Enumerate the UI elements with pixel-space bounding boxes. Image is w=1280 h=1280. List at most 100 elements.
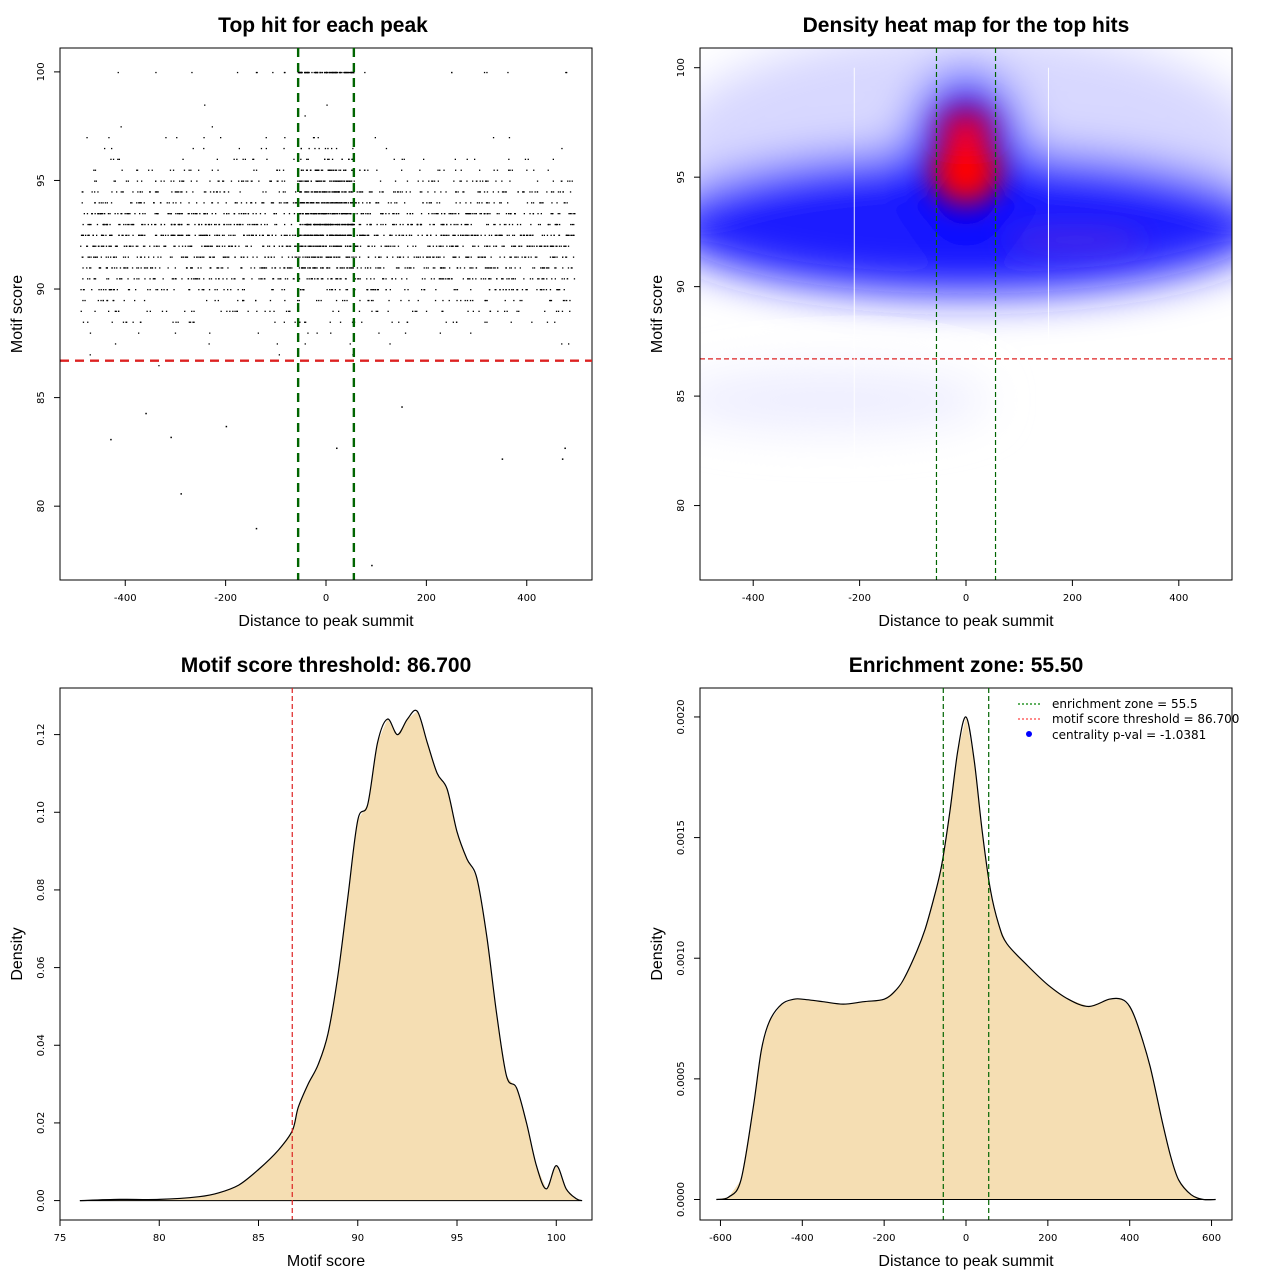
scatter-point [130,223,132,226]
scatter-point [200,267,202,269]
scatter-point [324,202,326,204]
scatter-point [217,202,219,204]
scatter-point [218,234,221,236]
scatter-y-tick-label: 80 [36,500,47,513]
scatter-point [193,256,195,258]
scatter-point [112,289,114,291]
scatter-point [493,245,495,247]
scatter-point [362,213,365,215]
scatter-point [136,202,138,204]
scatter-point [226,223,228,226]
scatter-point [537,223,540,226]
scatter-point [477,234,479,236]
scatter-point [374,256,377,258]
scatter-point [213,256,215,258]
scatter-point [432,245,434,247]
scatter-point [132,234,134,236]
scatter-point [310,234,312,236]
scatter-point [505,289,507,291]
scatter-point [389,234,391,236]
scatter-point [288,213,291,215]
scatter-point [217,169,219,171]
scatter-point [370,299,373,302]
scatter-point [569,213,571,215]
scatter-point [370,223,372,226]
scatter-title: Top hit for each peak [218,14,428,37]
scatter-point [197,256,199,258]
scatter-point [218,245,221,247]
scatter-point [312,256,314,258]
scatter-point [522,191,525,193]
scatter-point [292,234,294,236]
scatter-point [182,256,185,258]
scatter-point [89,278,91,280]
scatter-point [87,321,89,323]
scatter-point [94,169,97,171]
scatter-point [114,245,117,247]
scatter-point [502,289,504,291]
scatter-point [438,202,441,204]
scatter-point [359,256,361,258]
scatter-point [409,191,411,193]
scatter-point [153,202,155,204]
scatter-point [354,202,357,204]
scatter-point [462,278,464,280]
scatter-point [142,234,144,236]
scatter-point [379,191,381,193]
scatter-point [463,234,465,236]
scatter-point [223,213,225,215]
scatter-point [187,213,189,215]
scatter-point [554,278,556,280]
scatter-point [329,169,331,171]
scatter-point [343,213,345,215]
scatter-point [242,158,244,160]
scatter-point [82,321,85,323]
heatmap-panel: Density heat map for the top hits -400 -2… [649,14,1233,630]
scatter-point [283,180,286,182]
scatter-point [158,365,160,367]
scatter-point [300,245,302,247]
scatter-point [571,213,573,215]
scatter-point [485,180,488,182]
scatter-point [385,147,388,150]
scatter-point [114,180,116,182]
scatter-point [300,180,303,182]
scatter-point [356,245,358,247]
scatter-point [327,213,330,215]
scatter-point [519,299,521,302]
scatter-x-tick-label: -200 [214,593,237,604]
scatter-point [153,278,155,280]
scatter-point [275,223,278,226]
scatter-point [302,180,304,182]
scatter-point [190,169,192,171]
scatter-point [236,158,238,160]
scatter-point [350,245,352,247]
scatter-point [110,158,112,160]
scatter-point [547,267,549,269]
scatter-point [114,310,116,312]
scatter-point [551,245,554,247]
scatter-point [285,245,288,247]
scatter-point [110,256,112,258]
scatter-point [132,223,134,226]
scatter-point [195,213,197,215]
scatter-point [182,158,184,160]
scatter-point [310,213,312,215]
scatter-point [307,245,309,247]
scatter-point [423,289,425,291]
scatter-point [216,158,218,160]
scatter-point [505,223,507,226]
scatter-point [441,213,443,215]
scatter-point [217,245,219,247]
scatter-point [301,213,303,215]
scatter-point [208,223,211,226]
scatter-point [558,245,561,247]
score-density-y-tick-label: 0.12 [36,723,47,745]
scatter-point [420,223,423,226]
scatter-point [350,267,352,269]
scatter-point [509,256,511,258]
scatter-point [369,267,372,269]
scatter-point [339,169,342,171]
scatter-point [140,202,142,204]
scatter-point [138,202,140,204]
